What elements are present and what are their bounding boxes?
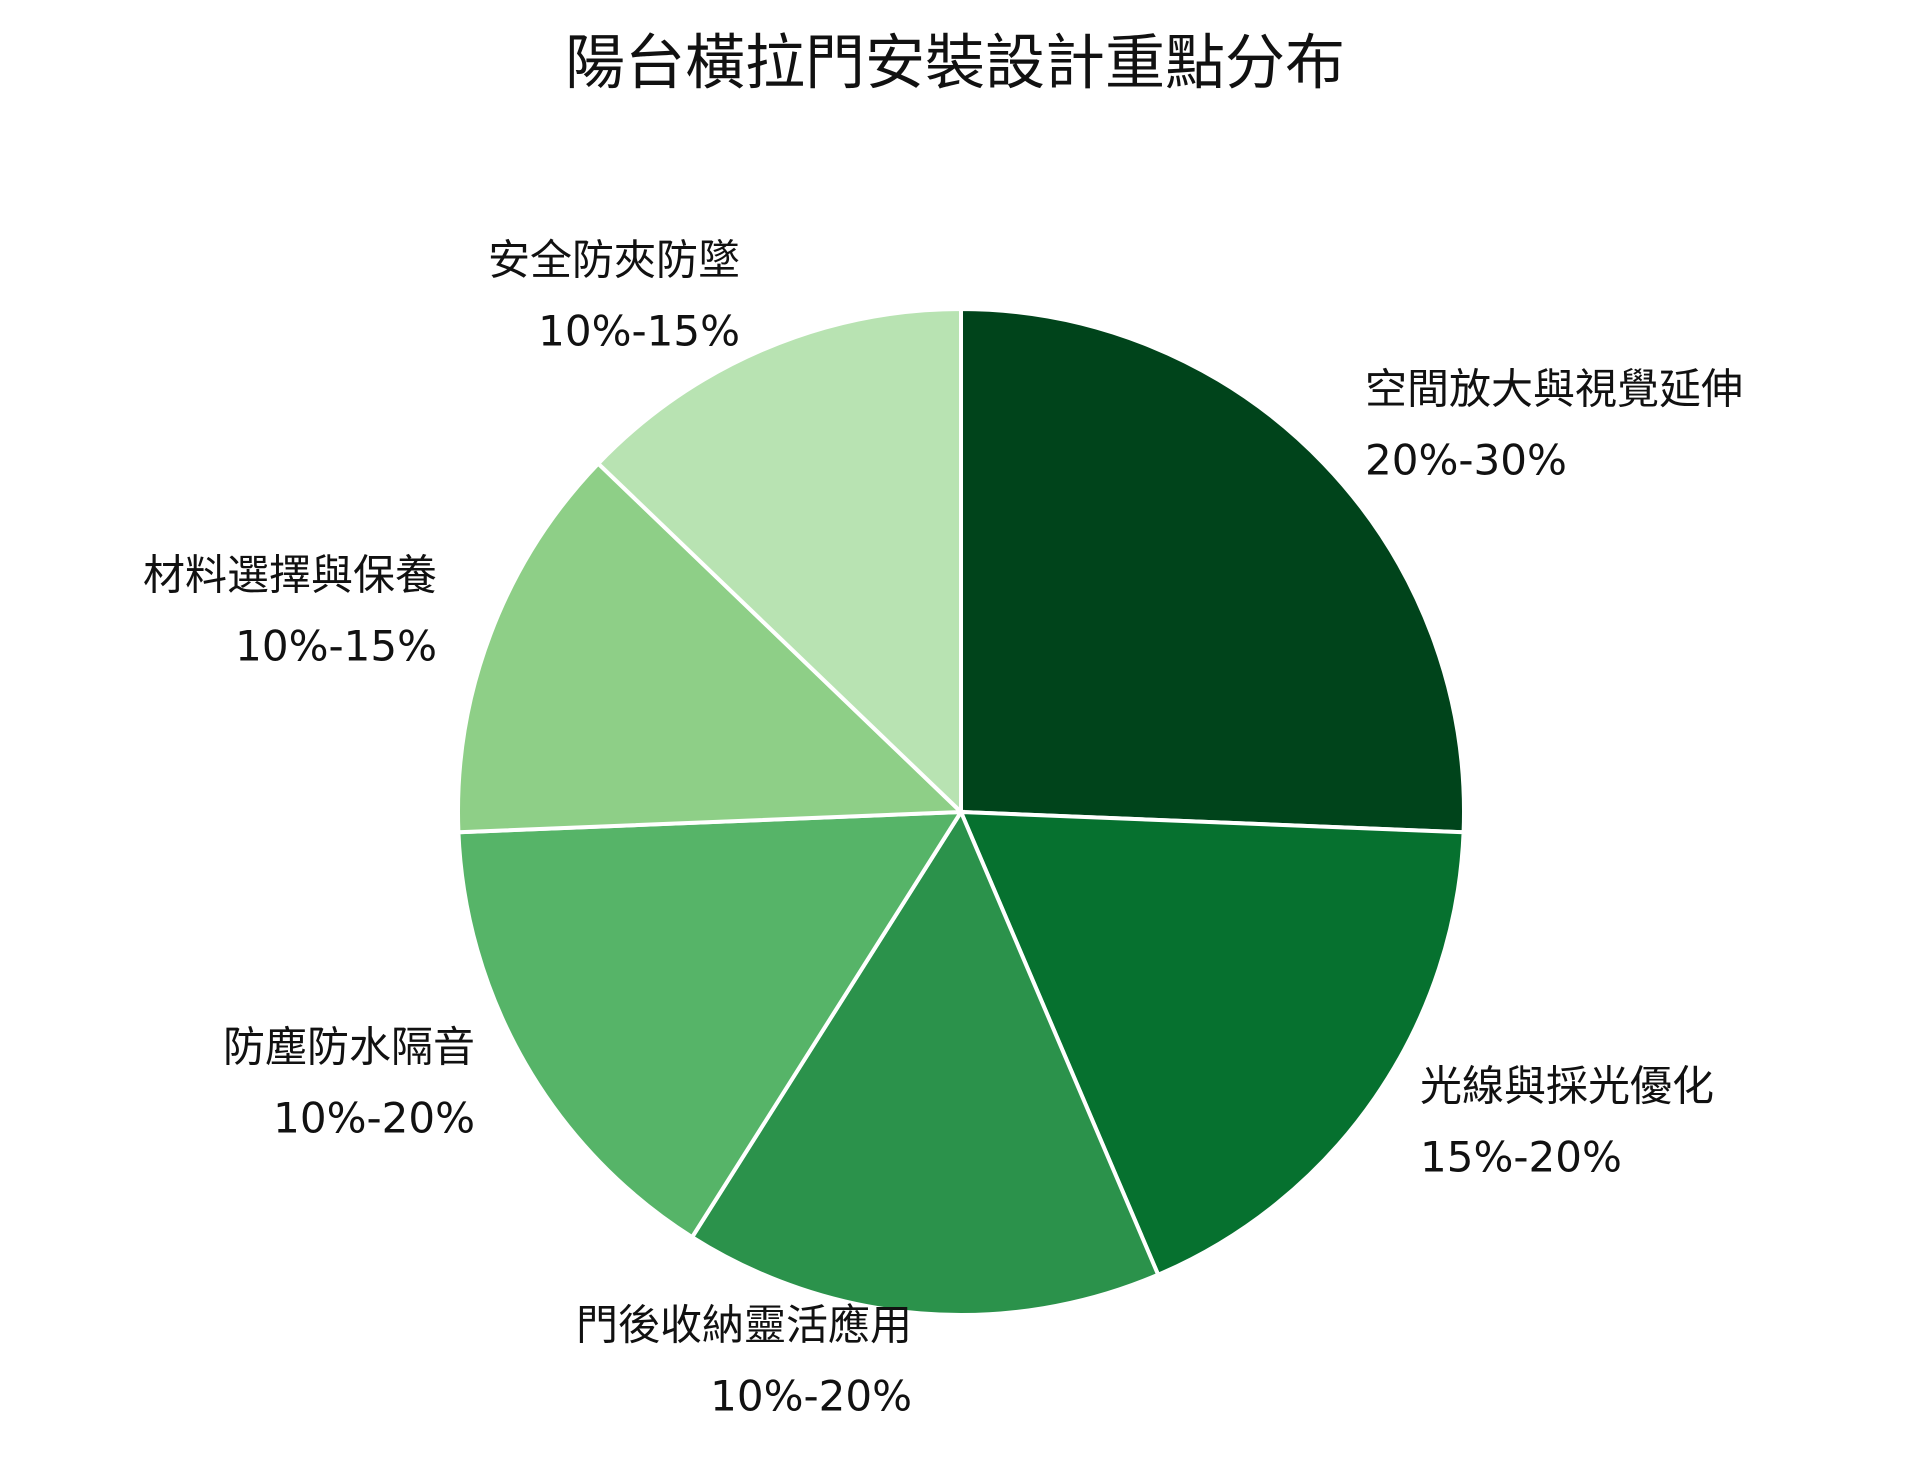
pie-slice (689, 807, 1161, 1317)
pie-slice (456, 809, 965, 1240)
slice-label: 門後收納靈活應用 (576, 1301, 912, 1350)
slice-label: 光線與採光優化 (1420, 1062, 1714, 1111)
slice-value-label: 20%-30% (1365, 436, 1567, 485)
pie-slice (957, 809, 1466, 1278)
slice-value-label: 10%-15% (538, 307, 740, 356)
slice-value-label: 15%-20% (1420, 1133, 1622, 1182)
slice-label: 防塵防水隔音 (223, 1023, 475, 1072)
pie-slice (959, 306, 1466, 835)
slice-value-label: 10%-15% (235, 622, 437, 671)
slice-label: 空間放大與視覺延伸 (1365, 365, 1743, 414)
chart-title: 陽台橫拉門安裝設計重點分布 (565, 29, 1345, 99)
slice-value-label: 10%-20% (273, 1094, 475, 1143)
slice-value-label: 10%-20% (710, 1372, 912, 1421)
pie-slice (456, 460, 966, 835)
slice-label: 材料選擇與保養 (143, 551, 437, 600)
slice-label: 安全防夾防墜 (488, 236, 740, 285)
pie-slice (595, 306, 963, 817)
